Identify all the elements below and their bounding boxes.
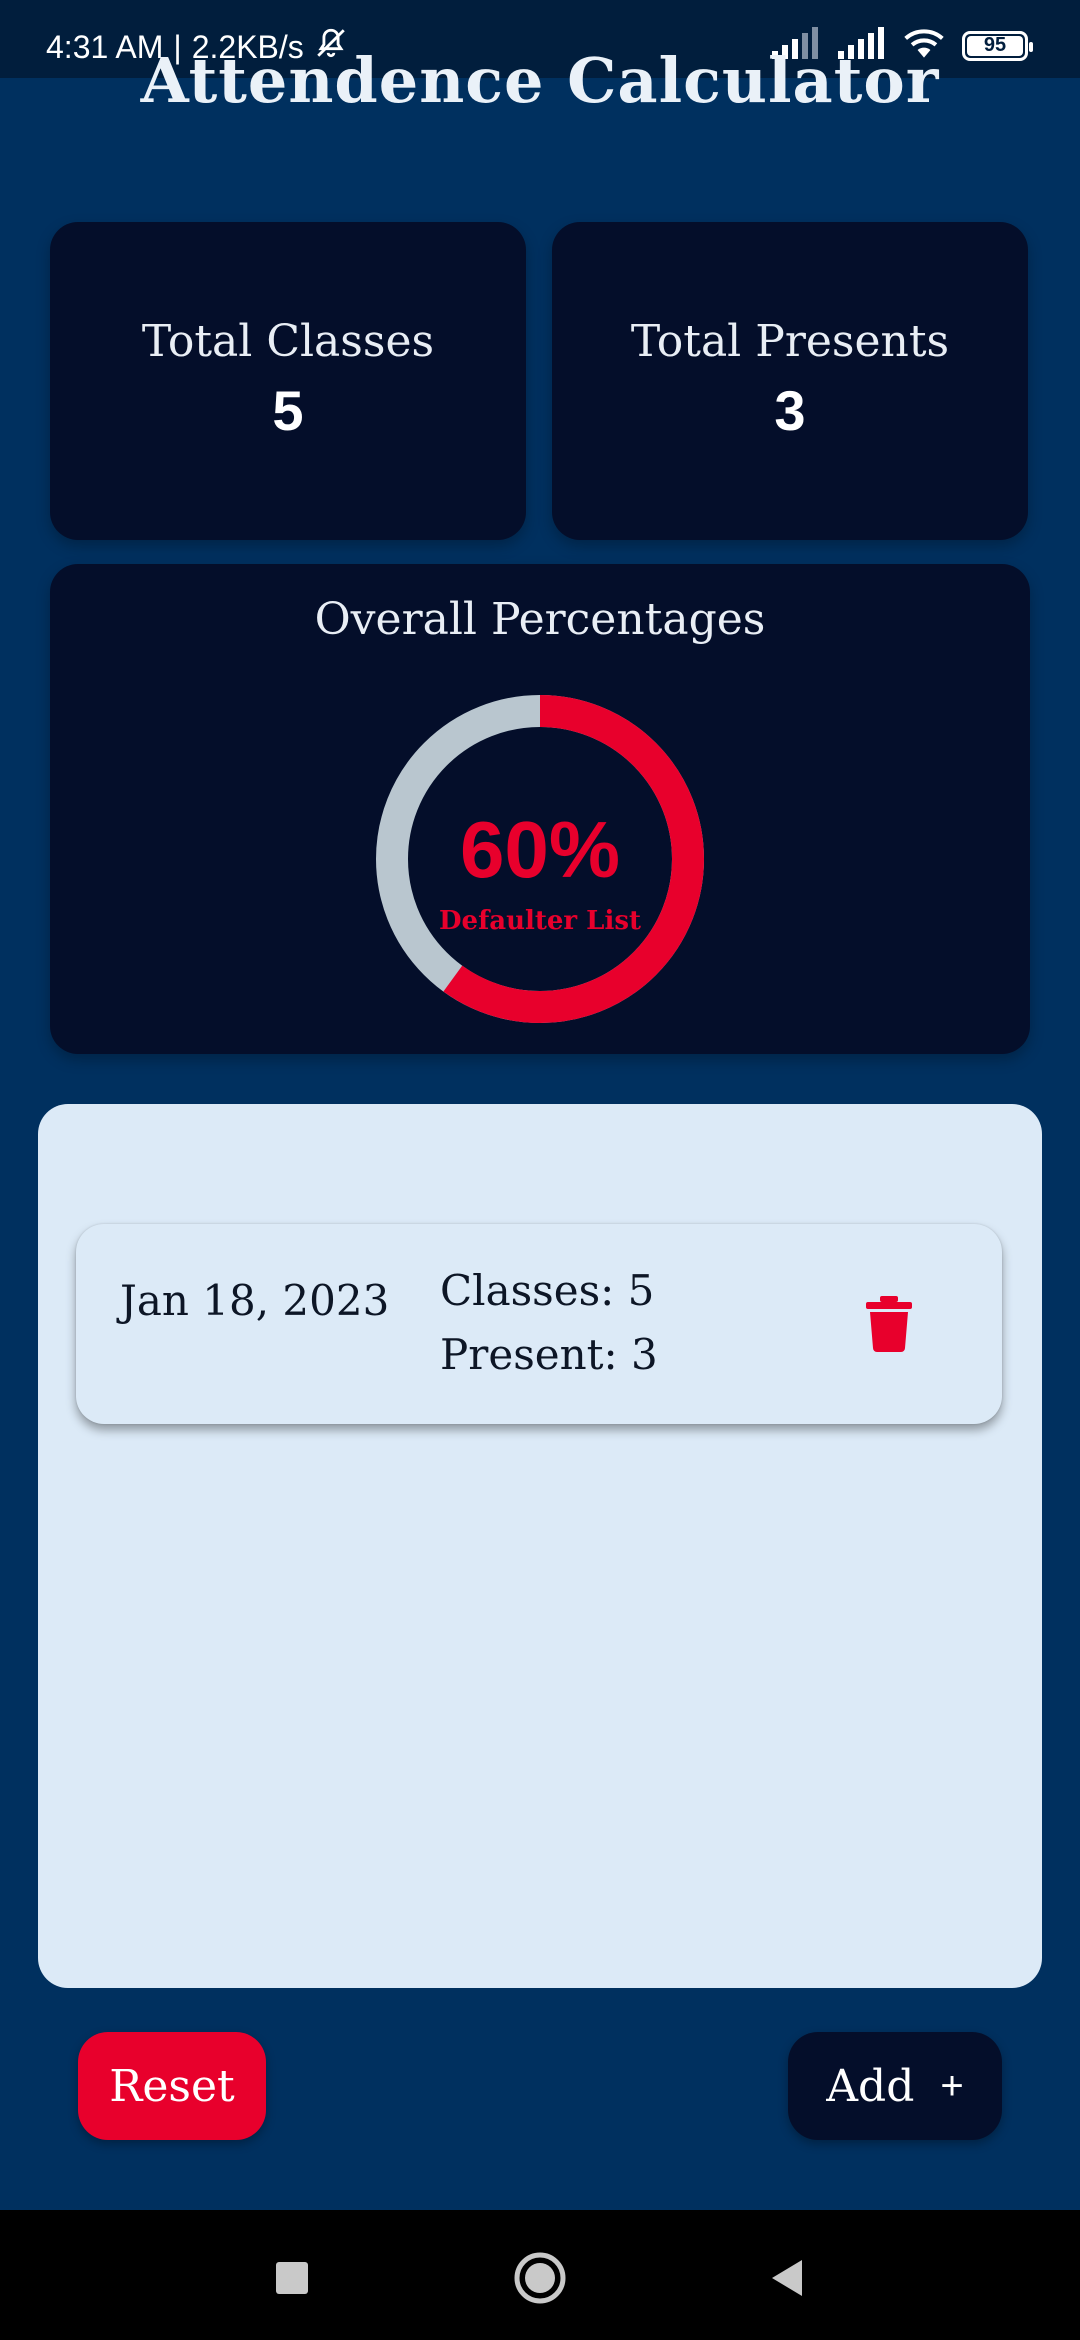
attendance-list[interactable]: Jan 18, 2023 Classes: 5 Present: 3 [38,1104,1042,1988]
signal-icon [770,27,820,64]
status-time: 4:31 AM [46,28,164,65]
total-presents-card: Total Presents 3 [552,222,1028,540]
square-icon [262,2262,322,2312]
status-separator: | [173,28,182,65]
back-button[interactable] [758,2248,818,2308]
add-label: Add [826,2060,915,2112]
entry-date: Jan 18, 2023 [120,1276,390,1325]
status-right: 95 [770,26,1033,65]
overall-percentage-card: Overall Percentages 60% Defaulter List [50,564,1030,1054]
total-presents-value: 3 [774,379,806,442]
percentage-donut: 60% Defaulter List [375,694,705,1024]
add-button[interactable]: Add + [788,2032,1002,2140]
network-speed: 2.2KB/s [191,28,304,65]
reset-button[interactable]: Reset [78,2032,266,2140]
donut-progress [376,695,704,1023]
status-bar: 4:31 AM | 2.2KB/s [0,0,1080,78]
circle-icon [510,2252,570,2312]
page-title: Attendence Calculator [140,44,940,117]
triangle-back-icon [758,2260,818,2312]
trash-icon [866,1296,912,1356]
system-nav-bar [0,2210,1080,2340]
total-classes-label: Total Classes [141,316,435,367]
percentage-value: 60% [459,805,621,894]
home-button[interactable] [510,2248,570,2308]
signal-icon-2 [836,27,886,64]
total-classes-card: Total Classes 5 [50,222,526,540]
entry-classes: Classes: 5 [440,1266,655,1315]
wifi-icon [902,26,946,65]
list-item[interactable]: Jan 18, 2023 Classes: 5 Present: 3 [76,1224,1002,1424]
percentage-status: Defaulter List [438,906,641,936]
battery-level: 95 [983,34,1007,56]
battery-icon: 95 [962,30,1033,61]
overall-title: Overall Percentages [314,594,766,645]
delete-entry-button[interactable] [866,1296,912,1352]
mute-bell-icon [314,26,348,68]
total-presents-label: Total Presents [630,316,950,367]
status-left: 4:31 AM | 2.2KB/s [46,26,348,68]
total-classes-value: 5 [272,379,304,442]
plus-icon: + [940,2063,964,2108]
recents-button[interactable] [262,2248,322,2308]
donut-chart [376,695,704,1023]
entry-present: Present: 3 [440,1330,658,1379]
